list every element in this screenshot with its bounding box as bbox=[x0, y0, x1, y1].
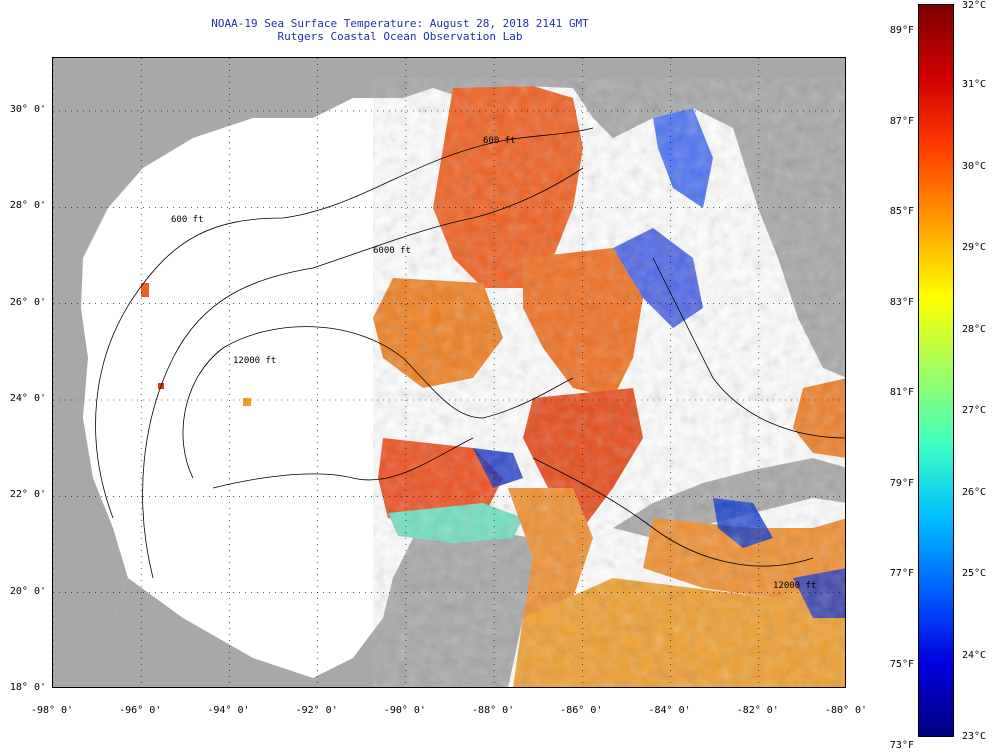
longitude-label: -90° 0' bbox=[383, 705, 426, 716]
colorbar-fahrenheit-label: 89°F bbox=[889, 25, 914, 37]
sst-map[interactable]: 600 ft 6000 ft 12000 ft 600 ft 12000 ft bbox=[52, 57, 846, 688]
longitude-label: -84° 0' bbox=[648, 705, 691, 716]
contour-label-12000ft: 12000 ft bbox=[233, 356, 276, 366]
colorbar-fahrenheit-label: 81°F bbox=[889, 387, 914, 399]
longitude-label: -82° 0' bbox=[736, 705, 779, 716]
colorbar-celsius-label: 26°C bbox=[962, 486, 987, 498]
colorbar-celsius-label: 29°C bbox=[962, 242, 987, 254]
longitude-label: -94° 0' bbox=[207, 705, 250, 716]
latitude-label: 28° 0' bbox=[9, 200, 46, 212]
contour-label-6000ft: 6000 ft bbox=[373, 246, 411, 256]
latitude-label: 20° 0' bbox=[9, 585, 46, 597]
colorbar-fahrenheit-label: 83°F bbox=[889, 296, 914, 308]
colorbar-fahrenheit-label: 85°F bbox=[889, 206, 914, 218]
map-title: NOAA-19 Sea Surface Temperature: August … bbox=[120, 17, 680, 43]
latitude-label: 22° 0' bbox=[9, 489, 46, 501]
longitude-label: -88° 0' bbox=[472, 705, 515, 716]
graticule bbox=[53, 58, 845, 687]
latitude-label: 30° 0' bbox=[9, 103, 46, 115]
latitude-label: 24° 0' bbox=[9, 392, 46, 404]
colorbar-fahrenheit-label: 73°F bbox=[889, 740, 914, 751]
longitude-label: -86° 0' bbox=[560, 705, 603, 716]
latitude-label: 26° 0' bbox=[9, 296, 46, 308]
colorbar-fahrenheit-label: 77°F bbox=[889, 568, 914, 580]
bathymetry-contours bbox=[95, 127, 845, 579]
colorbar-celsius-label: 25°C bbox=[962, 568, 987, 580]
colorbar-celsius-label: 31°C bbox=[962, 79, 987, 91]
latitude-label: 18° 0' bbox=[9, 682, 46, 693]
colorbar-fahrenheit-label: 79°F bbox=[889, 477, 914, 489]
colorbar-celsius-label: 32°C bbox=[962, 0, 987, 11]
colorbar-celsius-label: 30°C bbox=[962, 160, 987, 172]
contour-label-600ft-north: 600 ft bbox=[483, 136, 516, 146]
longitude-label: -80° 0' bbox=[824, 705, 868, 716]
colorbar-celsius-label: 23°C bbox=[962, 731, 987, 742]
contour-label-12000ft-south: 12000 ft bbox=[773, 581, 816, 591]
temperature-colorbar bbox=[918, 4, 954, 737]
colorbar-fahrenheit-label: 75°F bbox=[889, 658, 914, 670]
colorbar-fahrenheit-label: 87°F bbox=[889, 115, 914, 127]
colorbar-celsius-label: 24°C bbox=[962, 649, 987, 661]
map-canvas: 600 ft 6000 ft 12000 ft 600 ft 12000 ft bbox=[53, 58, 845, 687]
longitude-label: -98° 0' bbox=[30, 705, 74, 716]
longitude-label: -96° 0' bbox=[119, 705, 162, 716]
colorbar-celsius-label: 28°C bbox=[962, 323, 987, 335]
title-line-2: Rutgers Coastal Ocean Observation Lab bbox=[277, 30, 523, 43]
colorbar-celsius-label: 27°C bbox=[962, 405, 987, 417]
longitude-label: -92° 0' bbox=[295, 705, 338, 716]
title-line-1: NOAA-19 Sea Surface Temperature: August … bbox=[211, 17, 589, 30]
contour-label-600ft-west: 600 ft bbox=[171, 215, 204, 225]
